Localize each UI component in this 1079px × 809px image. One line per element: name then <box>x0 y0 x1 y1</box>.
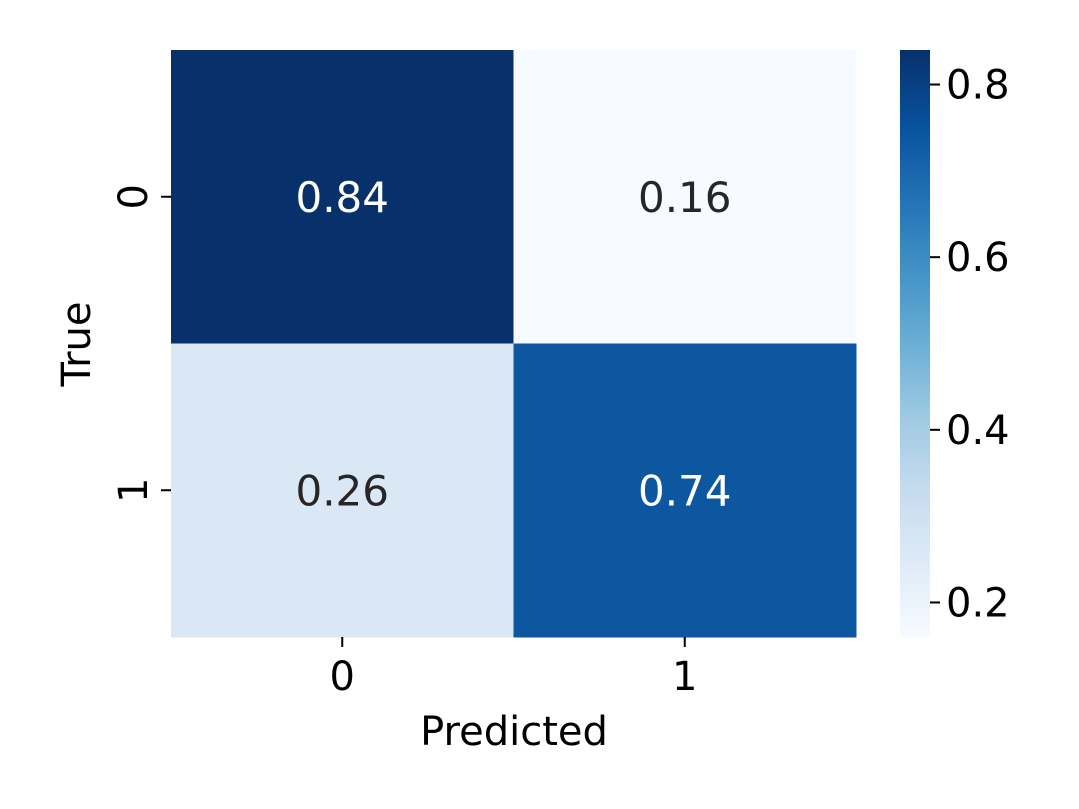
colorbar-gradient <box>900 50 930 637</box>
y-axis-label: True <box>54 302 100 388</box>
y-axis: 01 <box>111 184 171 503</box>
heatmap-cell-0-0 <box>171 50 514 344</box>
y-tick-label-0: 0 <box>111 184 157 209</box>
colorbar-tick-label-3: 0.8 <box>946 63 1010 109</box>
heatmap-cell-1-0 <box>171 343 514 638</box>
colorbar-tick-label-2: 0.6 <box>946 235 1010 281</box>
colorbar: 0.2 0.4 0.6 0.8 <box>900 50 1010 637</box>
heatmap-cell-label-1-1: 0.74 <box>638 466 732 515</box>
colorbar-ticks: 0.2 0.4 0.6 0.8 <box>930 63 1010 626</box>
heatmap-cell-1-1 <box>513 343 857 638</box>
y-tick-label-1: 1 <box>111 478 157 503</box>
heatmap-cell-label-0-0: 0.84 <box>295 173 389 222</box>
x-tick-label-0: 0 <box>330 654 355 700</box>
heatmap-cell-labels: 0.84 0.16 0.26 0.74 <box>295 173 731 516</box>
colorbar-tick-label-1: 0.4 <box>946 408 1010 454</box>
x-tick-label-1: 1 <box>672 654 697 700</box>
heatmap-cells <box>171 50 857 638</box>
heatmap-cell-label-1-0: 0.26 <box>295 466 389 515</box>
heatmap-cell-0-1 <box>513 50 857 344</box>
heatmap-cell-label-0-1: 0.16 <box>638 173 732 222</box>
colorbar-tick-label-0: 0.2 <box>946 580 1010 626</box>
x-axis-label: Predicted <box>420 709 608 755</box>
